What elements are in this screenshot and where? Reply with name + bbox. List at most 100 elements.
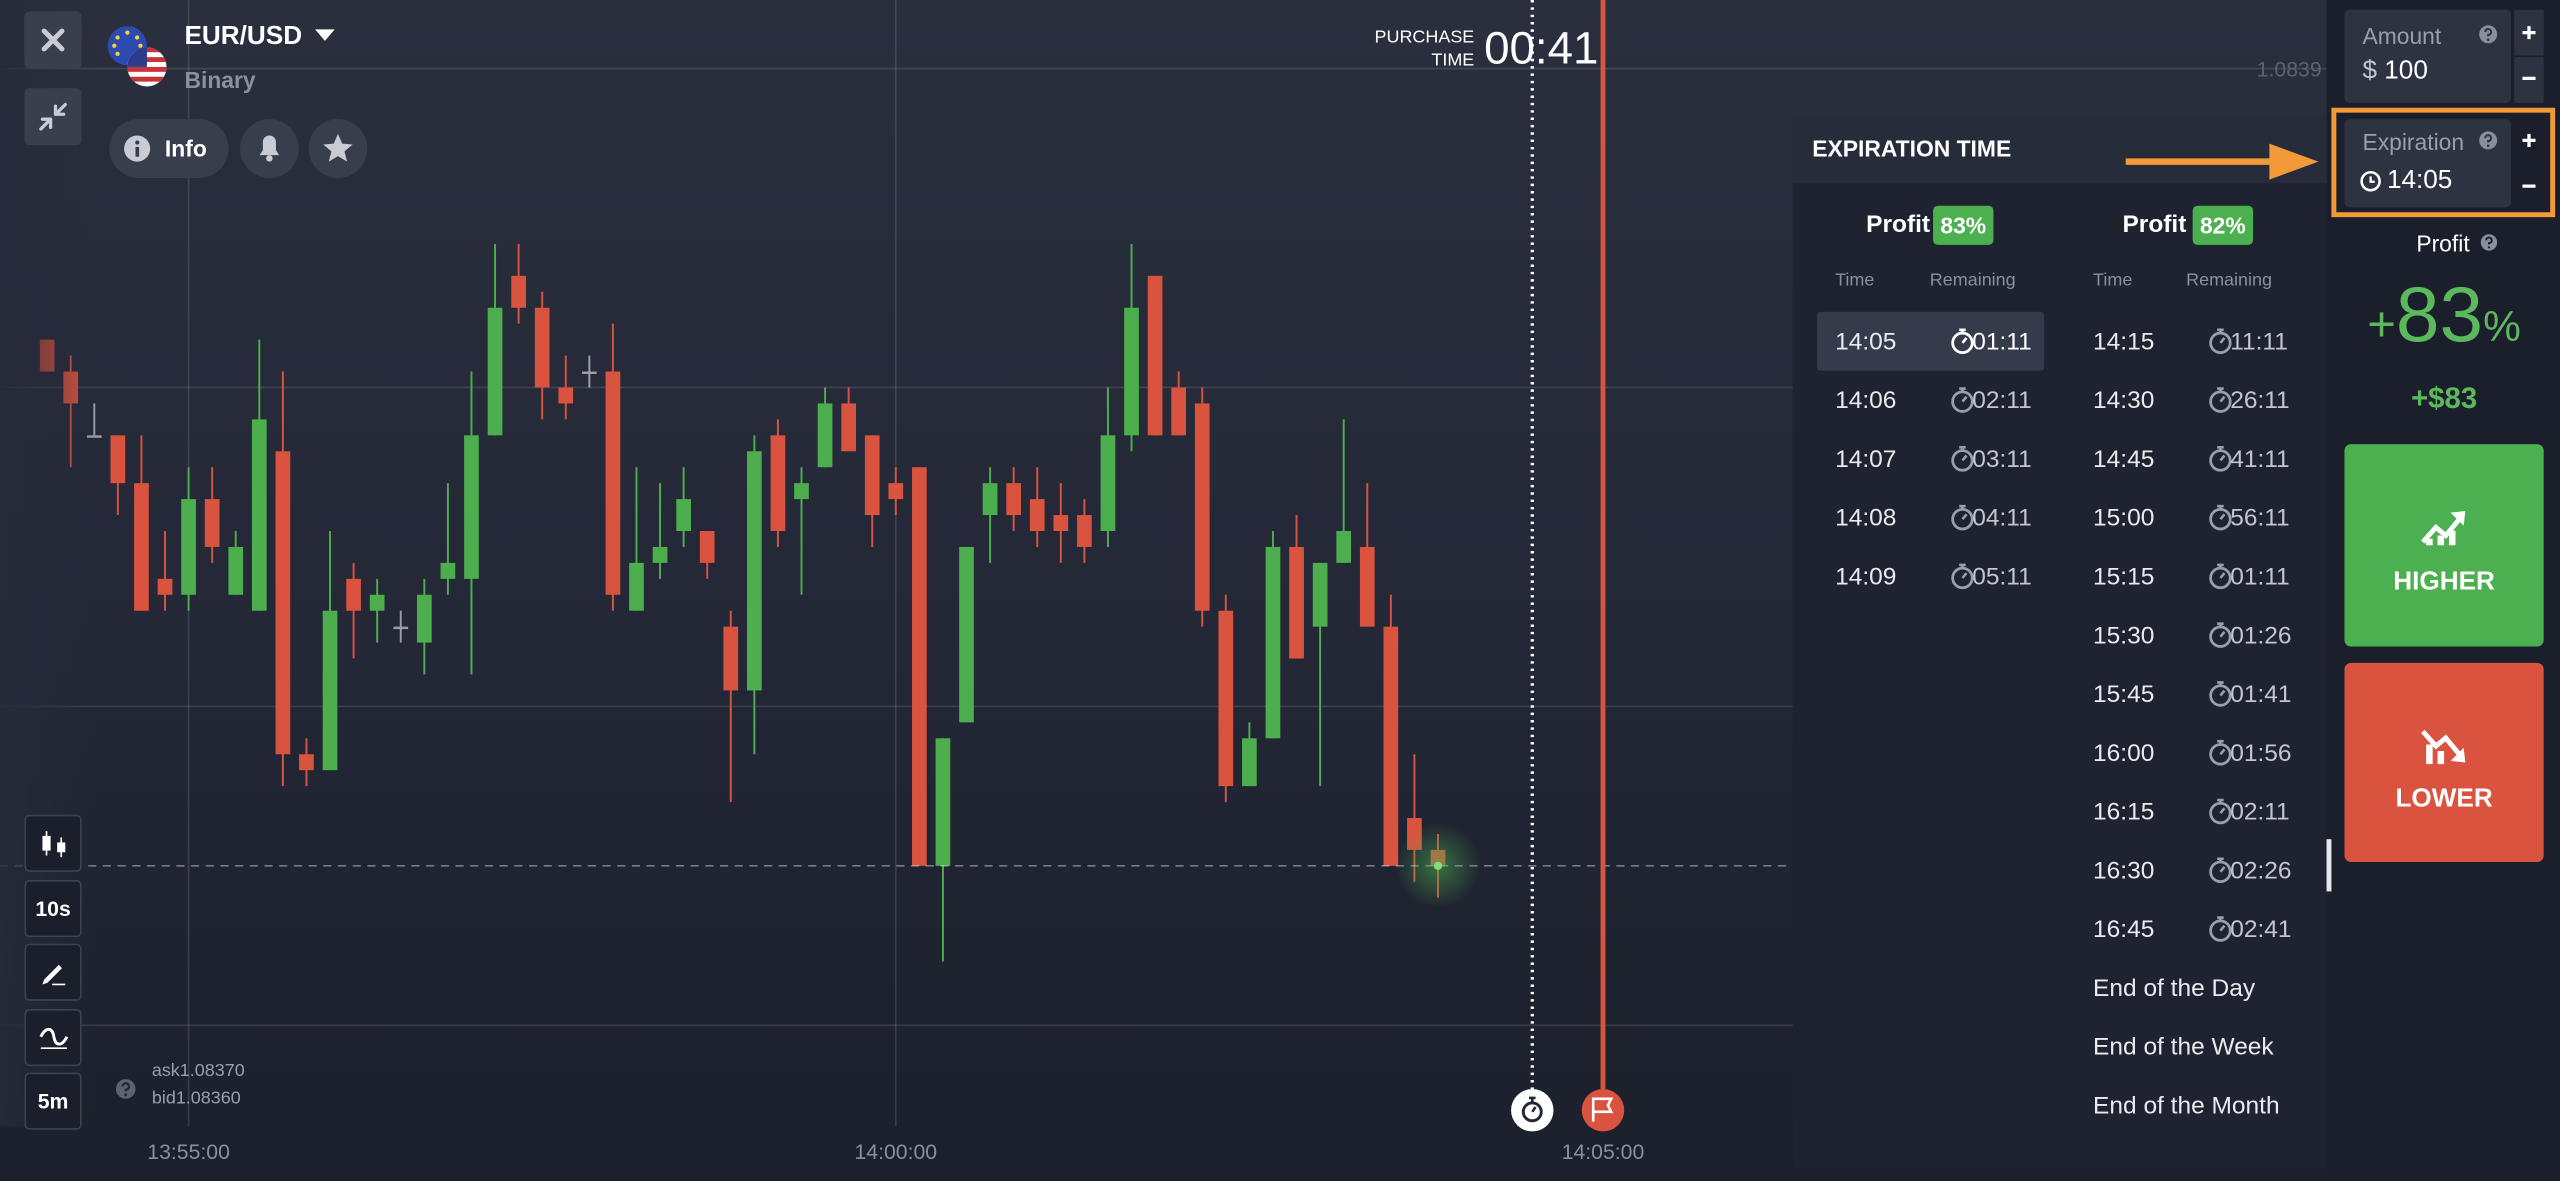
star-icon <box>323 133 353 162</box>
draw-button[interactable] <box>24 943 82 1001</box>
option-remaining: 01:56 <box>2230 739 2292 768</box>
chart-type-button[interactable] <box>24 814 82 872</box>
stopwatch-icon <box>1521 1096 1543 1123</box>
candle-body <box>558 387 574 404</box>
amount-input[interactable]: Amount $ 100 <box>2344 9 2512 103</box>
option-time: 14:08 <box>1835 504 1897 533</box>
expiration-option[interactable]: 16:45 02:41 <box>2073 900 2300 959</box>
lower-button[interactable]: LOWER <box>2344 662 2544 863</box>
timer-icon <box>2209 622 2232 648</box>
candle-body <box>1383 626 1399 866</box>
candle-body <box>393 626 409 630</box>
candle-body <box>605 371 621 595</box>
panel-title: EXPIRATION TIME <box>1812 135 2012 162</box>
favorite-button[interactable] <box>308 119 368 178</box>
option-time: 14:07 <box>1835 445 1897 474</box>
expiration-option[interactable]: End of the Month <box>2073 1076 2318 1135</box>
close-button[interactable] <box>24 11 82 69</box>
expiration-option[interactable]: 14:09 05:11 <box>1817 547 2044 606</box>
wave-icon <box>38 1027 68 1049</box>
higher-button[interactable]: HIGHER <box>2344 444 2544 647</box>
timer-icon <box>2209 563 2232 590</box>
option-remaining: 01:11 <box>2230 563 2290 592</box>
candle-body <box>1289 546 1304 659</box>
option-time: 14:45 <box>2093 445 2155 474</box>
pencil-icon <box>41 964 65 985</box>
time-frame-button[interactable]: 5m <box>24 1072 82 1130</box>
expiration-option[interactable]: 15:30 01:26 <box>2073 606 2300 665</box>
expiration-option[interactable]: End of the Day <box>2073 958 2318 1017</box>
y-tick-label: 1.0839 <box>2257 59 2322 82</box>
candle-body <box>299 754 314 771</box>
expiration-option[interactable]: 15:00 56:11 <box>2073 488 2300 547</box>
expiration-option[interactable]: 16:00 01:56 <box>2073 723 2300 782</box>
timer-icon <box>2209 798 2232 825</box>
bid-value: 1.08360 <box>175 1088 241 1109</box>
profit-amount: +$83 <box>2410 382 2478 415</box>
candle-body <box>1100 435 1116 531</box>
candle-body <box>487 307 503 436</box>
candle-body <box>134 483 149 611</box>
candle-body <box>1265 546 1281 739</box>
amount-increase[interactable] <box>2514 9 2544 56</box>
candle-body <box>817 403 833 468</box>
higher-label: HIGHER <box>2393 568 2495 596</box>
option-time: 16:45 <box>2093 915 2155 944</box>
candle-body <box>464 435 479 579</box>
candle-body <box>1359 546 1375 627</box>
expiration-increase[interactable] <box>2514 119 2543 161</box>
candle-body <box>581 371 597 374</box>
candle-body <box>1218 610 1234 787</box>
timer-icon <box>1951 563 1974 590</box>
candle-body <box>1053 515 1069 531</box>
candle-body <box>1006 483 1022 516</box>
expiration-option[interactable]: 14:07 03:11 <box>1817 429 2044 488</box>
time-header: Time <box>1835 271 1875 291</box>
expiration-option[interactable]: End of the Week <box>2073 1017 2318 1076</box>
expiration-option[interactable]: 14:45 41:11 <box>2073 429 2300 488</box>
expiration-option[interactable]: 16:15 02:11 <box>2073 782 2300 841</box>
expiration-option[interactable]: 16:30 02:26 <box>2073 841 2300 900</box>
candle-body <box>369 594 385 611</box>
collapse-button[interactable] <box>24 88 82 146</box>
expiration-input[interactable]: Expiration 14:05 <box>2344 119 2512 208</box>
candle-body <box>652 546 668 563</box>
option-time: 16:00 <box>2093 739 2155 768</box>
candle-body <box>723 626 739 691</box>
expiration-option[interactable]: 15:45 01:41 <box>2073 664 2300 723</box>
expiration-option[interactable]: 14:08 04:11 <box>1817 488 2044 547</box>
expiration-option[interactable]: 14:06 02:11 <box>1817 371 2044 430</box>
candle-period-button[interactable]: 10s <box>24 879 82 938</box>
candle-body <box>982 483 998 516</box>
expiration-option[interactable]: 14:15 11:11 <box>2073 312 2300 371</box>
option-remaining: 02:11 <box>2230 798 2290 827</box>
option-label: End of the Day <box>2093 974 2256 1003</box>
candle-body <box>699 530 715 563</box>
clock-icon <box>2360 170 2381 192</box>
profit-badge: 83% <box>1933 205 1994 245</box>
alerts-button[interactable] <box>239 119 299 178</box>
timer-icon <box>1951 387 1974 413</box>
expiration-decrease[interactable] <box>2514 165 2543 207</box>
left-fade <box>0 0 98 1127</box>
amount-decrease[interactable] <box>2514 57 2544 103</box>
timer-icon <box>1951 328 1974 355</box>
expiration-option[interactable]: 14:30 26:11 <box>2073 371 2300 430</box>
dropdown-arrow <box>315 29 336 41</box>
candle-body <box>888 483 904 500</box>
option-remaining: 56:11 <box>2230 504 2290 533</box>
profit-badge: 82% <box>2192 205 2254 245</box>
info-button[interactable]: Info <box>109 119 229 178</box>
indicators-button[interactable] <box>24 1008 82 1067</box>
candle-body <box>110 435 126 484</box>
asset-selector[interactable]: EUR/USD <box>184 24 336 57</box>
ask-value: 1.08370 <box>179 1061 245 1081</box>
candle-body <box>1029 499 1045 531</box>
candle-body <box>534 307 550 388</box>
option-type: Binary <box>184 66 256 94</box>
timer-icon <box>1951 446 1974 472</box>
ask-label: ask <box>151 1061 180 1081</box>
expiration-option[interactable]: 15:15 01:11 <box>2073 547 2300 606</box>
expiration-option[interactable]: 14:05 01:11 <box>1817 311 2045 371</box>
help-icon <box>115 1079 136 1099</box>
